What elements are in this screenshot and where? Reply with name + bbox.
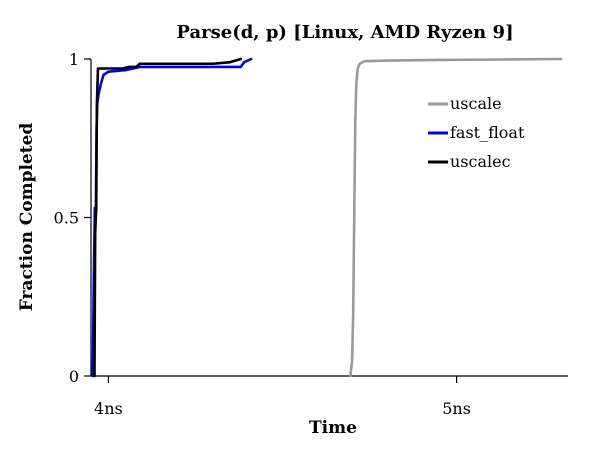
series-line-fast-float	[91, 57, 253, 378]
y-tick-label: 1	[69, 50, 79, 69]
series-layer	[91, 57, 563, 378]
legend-label: fast_float	[450, 123, 525, 142]
chart-title: Parse(d, p) [Linux, AMD Ryzen 9]	[176, 22, 513, 43]
y-axis-label: Fraction Completed	[17, 123, 37, 312]
series-line-uscalec	[93, 57, 243, 378]
legend-label: uscale	[450, 94, 502, 113]
series-line-uscale	[349, 57, 563, 378]
x-axis-label: Time	[309, 418, 357, 438]
x-ticks: 4ns 5ns	[94, 376, 471, 418]
y-tick-label: 0	[69, 367, 79, 386]
x-tick-label: 4ns	[94, 399, 123, 418]
x-tick-label: 5ns	[442, 399, 471, 418]
y-ticks: 00.51	[54, 50, 91, 386]
legend-label: uscalec	[450, 152, 511, 171]
y-tick-label: 0.5	[54, 209, 79, 228]
